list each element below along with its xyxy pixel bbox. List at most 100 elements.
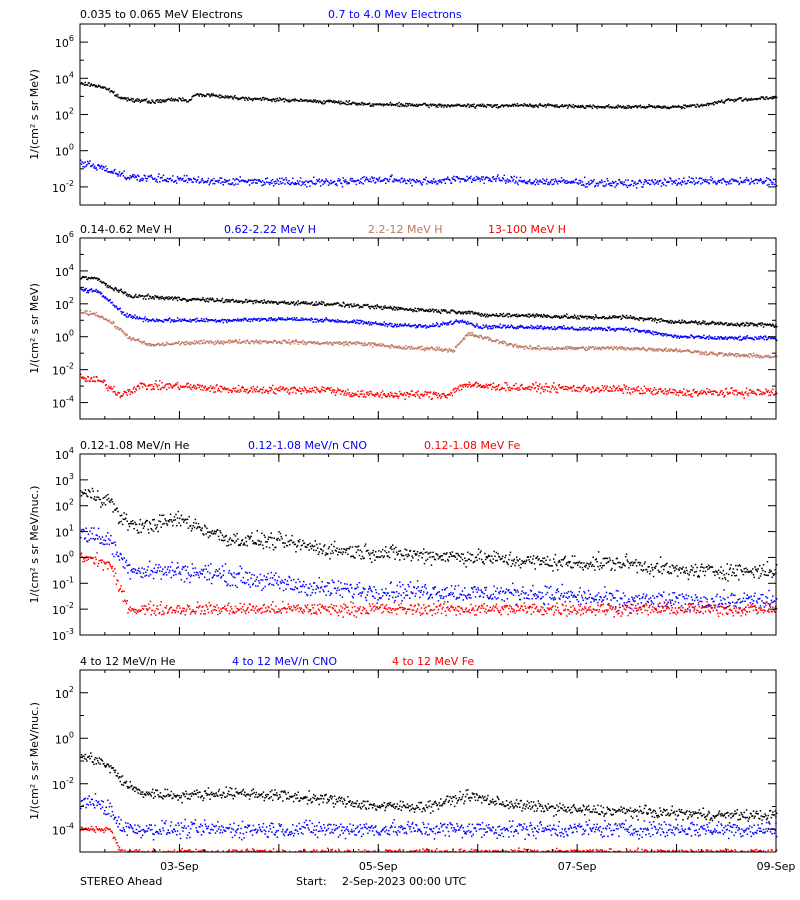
data-point <box>295 319 297 322</box>
data-point <box>234 179 236 181</box>
data-point <box>108 87 111 90</box>
data-point <box>397 306 399 309</box>
data-point <box>151 176 153 179</box>
data-point <box>530 315 533 317</box>
data-point <box>93 276 96 279</box>
data-point <box>699 353 701 355</box>
data-point <box>457 386 460 388</box>
data-point <box>642 329 645 332</box>
data-point <box>710 336 712 338</box>
data-point <box>677 182 680 184</box>
data-point <box>244 318 246 320</box>
data-point <box>110 386 112 388</box>
data-point <box>296 99 298 101</box>
data-point <box>643 348 646 350</box>
data-point <box>435 324 437 326</box>
data-point <box>84 380 87 382</box>
data-point <box>211 387 214 390</box>
data-point <box>364 178 367 181</box>
data-point <box>604 347 606 350</box>
data-point <box>106 168 108 170</box>
data-point <box>351 102 353 105</box>
data-point <box>540 104 543 106</box>
data-point <box>159 98 162 101</box>
data-point <box>468 322 471 325</box>
data-point <box>110 302 112 304</box>
data-point <box>572 315 574 318</box>
data-point <box>123 292 125 294</box>
data-point <box>458 322 461 324</box>
data-point <box>739 356 742 358</box>
data-point <box>722 337 725 339</box>
data-point <box>740 354 742 357</box>
data-point <box>461 319 464 321</box>
data-point <box>92 312 94 314</box>
data-point <box>100 281 103 284</box>
data-point <box>557 315 560 317</box>
data-point <box>650 105 653 107</box>
data-point <box>580 329 582 331</box>
data-point <box>354 103 357 105</box>
data-point <box>124 391 126 393</box>
data-point <box>244 341 246 343</box>
data-point <box>397 346 399 348</box>
data-point <box>539 179 541 182</box>
data-point <box>379 394 382 396</box>
data-point <box>98 85 101 87</box>
data-point <box>762 182 764 185</box>
data-point <box>419 181 422 184</box>
data-point <box>314 99 317 101</box>
data-point <box>414 324 416 326</box>
data-point <box>163 386 166 389</box>
data-point <box>433 392 436 395</box>
data-point <box>435 349 437 351</box>
data-point <box>351 395 353 398</box>
data-point <box>99 85 101 87</box>
data-point <box>130 99 132 101</box>
data-point <box>234 390 236 392</box>
data-point <box>743 179 745 182</box>
data-point <box>269 389 272 392</box>
data-point <box>762 180 765 183</box>
data-point <box>113 170 115 172</box>
data-point <box>548 328 550 330</box>
data-point <box>590 179 592 182</box>
data-point <box>538 314 540 316</box>
data-point <box>285 301 287 304</box>
data-point <box>517 346 519 349</box>
data-point <box>477 336 479 338</box>
data-point <box>478 177 481 180</box>
data-point <box>615 106 617 108</box>
data-point <box>263 99 265 101</box>
data-point <box>381 396 383 399</box>
data-point <box>306 390 309 392</box>
data-point <box>236 178 238 180</box>
data-point <box>630 107 632 109</box>
data-point <box>333 389 336 391</box>
data-point <box>158 319 160 321</box>
data-point <box>635 183 637 186</box>
data-point <box>571 326 574 328</box>
data-point <box>252 302 255 305</box>
data-point <box>87 313 89 315</box>
data-point <box>641 317 643 320</box>
data-point <box>650 317 653 319</box>
data-point <box>144 295 146 297</box>
data-point <box>676 349 678 351</box>
data-point <box>748 180 750 182</box>
data-point <box>574 347 577 349</box>
data-point <box>340 305 343 307</box>
data-point <box>533 316 536 319</box>
data-point <box>117 308 120 310</box>
data-point <box>295 302 297 305</box>
data-point <box>631 316 633 319</box>
data-point <box>595 327 598 329</box>
data-point <box>763 338 766 341</box>
data-point <box>406 347 409 350</box>
data-point <box>446 324 448 326</box>
data-point <box>457 176 459 179</box>
data-point <box>196 317 198 320</box>
data-point <box>199 343 201 345</box>
data-point <box>219 385 221 388</box>
data-point <box>648 318 650 321</box>
